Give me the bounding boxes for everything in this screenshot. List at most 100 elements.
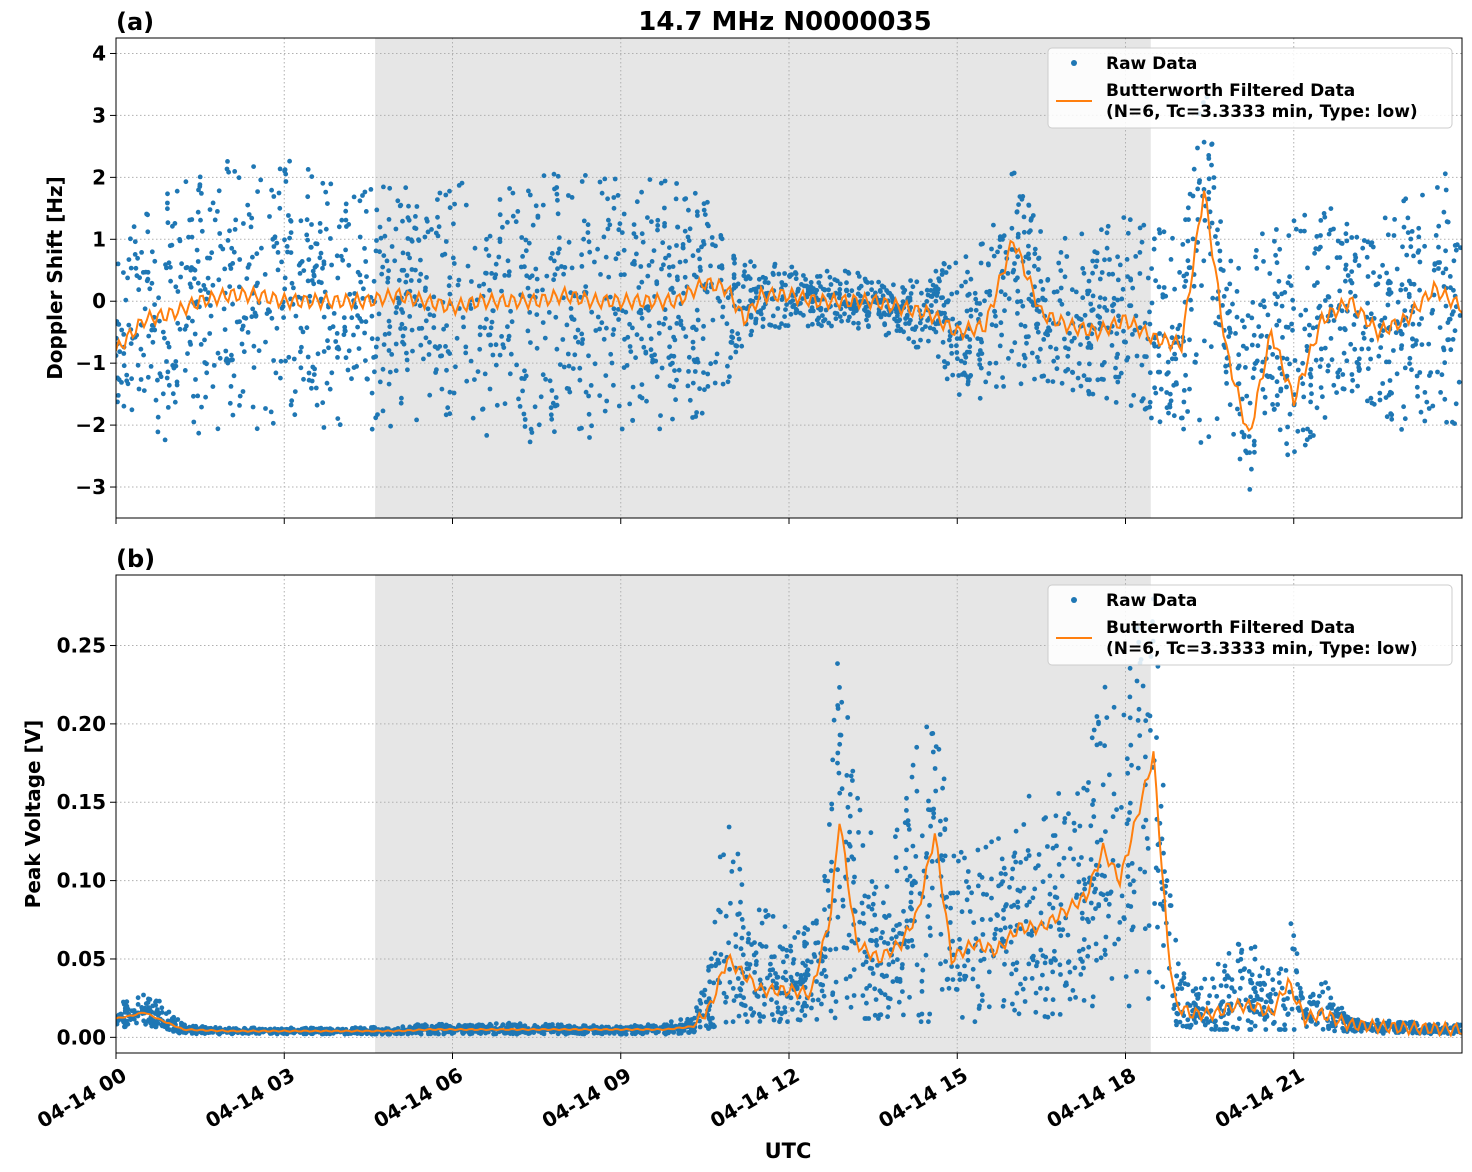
raw-data-point: [1011, 854, 1017, 859]
raw-data-point: [1201, 139, 1207, 145]
raw-data-point: [610, 332, 616, 337]
raw-data-point: [204, 361, 209, 367]
y-tick-label: 3: [92, 103, 106, 127]
raw-data-point: [368, 187, 374, 192]
raw-data-point: [1432, 262, 1438, 267]
raw-data-point: [927, 902, 932, 908]
raw-data-point: [725, 379, 731, 385]
raw-data-point: [769, 997, 774, 1003]
raw-data-point: [873, 884, 879, 890]
raw-data-point: [186, 234, 191, 240]
raw-data-point: [505, 219, 510, 225]
raw-data-point: [989, 876, 994, 882]
raw-data-point: [1422, 243, 1427, 249]
raw-data-point: [649, 259, 655, 264]
raw-data-point: [805, 958, 810, 964]
raw-data-point: [809, 299, 815, 305]
raw-data-point: [933, 321, 939, 327]
raw-data-point: [649, 219, 654, 225]
raw-data-point: [416, 238, 422, 244]
raw-data-point: [1070, 988, 1076, 993]
raw-data-point: [657, 426, 663, 432]
raw-data-point: [1019, 196, 1025, 202]
raw-data-point: [604, 398, 610, 404]
raw-data-point: [649, 353, 655, 359]
raw-data-point: [680, 242, 686, 247]
raw-data-point: [759, 920, 765, 926]
raw-data-point: [1082, 881, 1088, 887]
raw-data-point: [876, 279, 881, 285]
raw-data-point: [1091, 798, 1096, 803]
raw-data-point: [1325, 985, 1331, 991]
raw-data-point: [849, 938, 855, 944]
raw-data-point: [603, 373, 609, 378]
y-axis-label: Doppler Shift [Hz]: [43, 176, 67, 380]
raw-data-point: [933, 298, 939, 304]
raw-data-point: [401, 341, 407, 347]
raw-data-point: [1440, 270, 1446, 276]
raw-data-point: [334, 253, 340, 259]
raw-data-point: [139, 250, 145, 255]
raw-data-point: [667, 245, 672, 251]
raw-data-point: [1080, 295, 1086, 301]
raw-data-point: [1040, 287, 1046, 292]
raw-data-point: [1252, 956, 1258, 962]
raw-data-point: [1452, 328, 1458, 334]
raw-data-point: [555, 250, 561, 256]
raw-data-point: [386, 381, 392, 387]
raw-data-point: [1300, 381, 1306, 387]
y-tick-label: −3: [75, 475, 106, 499]
raw-data-point: [890, 296, 896, 301]
raw-data-point: [931, 810, 937, 816]
raw-data-point: [1035, 329, 1041, 335]
raw-data-point: [149, 323, 155, 328]
raw-data-point: [566, 193, 571, 198]
raw-data-point: [802, 1013, 808, 1018]
raw-data-point: [1343, 278, 1348, 284]
raw-data-point: [330, 324, 336, 330]
raw-data-point: [1308, 429, 1313, 435]
raw-data-point: [639, 336, 644, 342]
raw-data-point: [1287, 989, 1293, 995]
raw-data-point: [395, 295, 400, 301]
raw-data-point: [770, 967, 776, 973]
raw-data-point: [1335, 238, 1341, 244]
raw-data-point: [1405, 215, 1411, 221]
raw-data-point: [1026, 202, 1032, 208]
raw-data-point: [1294, 969, 1300, 975]
raw-data-point: [313, 241, 319, 247]
raw-data-point: [374, 238, 379, 243]
raw-data-point: [1232, 989, 1237, 995]
raw-data-point: [586, 239, 592, 245]
raw-data-point: [770, 978, 776, 984]
raw-data-point: [155, 377, 160, 383]
raw-data-point: [586, 393, 591, 399]
raw-data-point: [522, 424, 528, 429]
raw-data-point: [1042, 297, 1048, 303]
raw-data-point: [989, 839, 994, 845]
raw-data-point: [840, 903, 846, 909]
raw-data-point: [986, 371, 992, 376]
raw-data-point: [1121, 215, 1127, 221]
raw-data-point: [1323, 980, 1328, 985]
raw-data-point: [1256, 996, 1262, 1002]
raw-data-point: [1173, 1018, 1179, 1024]
raw-data-point: [461, 324, 466, 330]
raw-data-point: [1224, 1027, 1229, 1032]
raw-data-point: [312, 264, 318, 270]
raw-data-point: [739, 917, 745, 922]
raw-data-point: [1025, 848, 1031, 853]
raw-data-point: [283, 171, 289, 177]
raw-data-point: [597, 326, 602, 332]
raw-data-point: [124, 999, 130, 1005]
raw-data-point: [554, 346, 560, 352]
raw-data-point: [1056, 260, 1062, 266]
raw-data-point: [1102, 296, 1108, 302]
raw-data-point: [1380, 262, 1385, 268]
raw-data-point: [1102, 952, 1108, 957]
y-tick-label: −1: [75, 351, 106, 375]
raw-data-point: [1308, 399, 1313, 405]
raw-data-point: [1444, 419, 1449, 425]
raw-data-point: [1335, 1006, 1341, 1012]
